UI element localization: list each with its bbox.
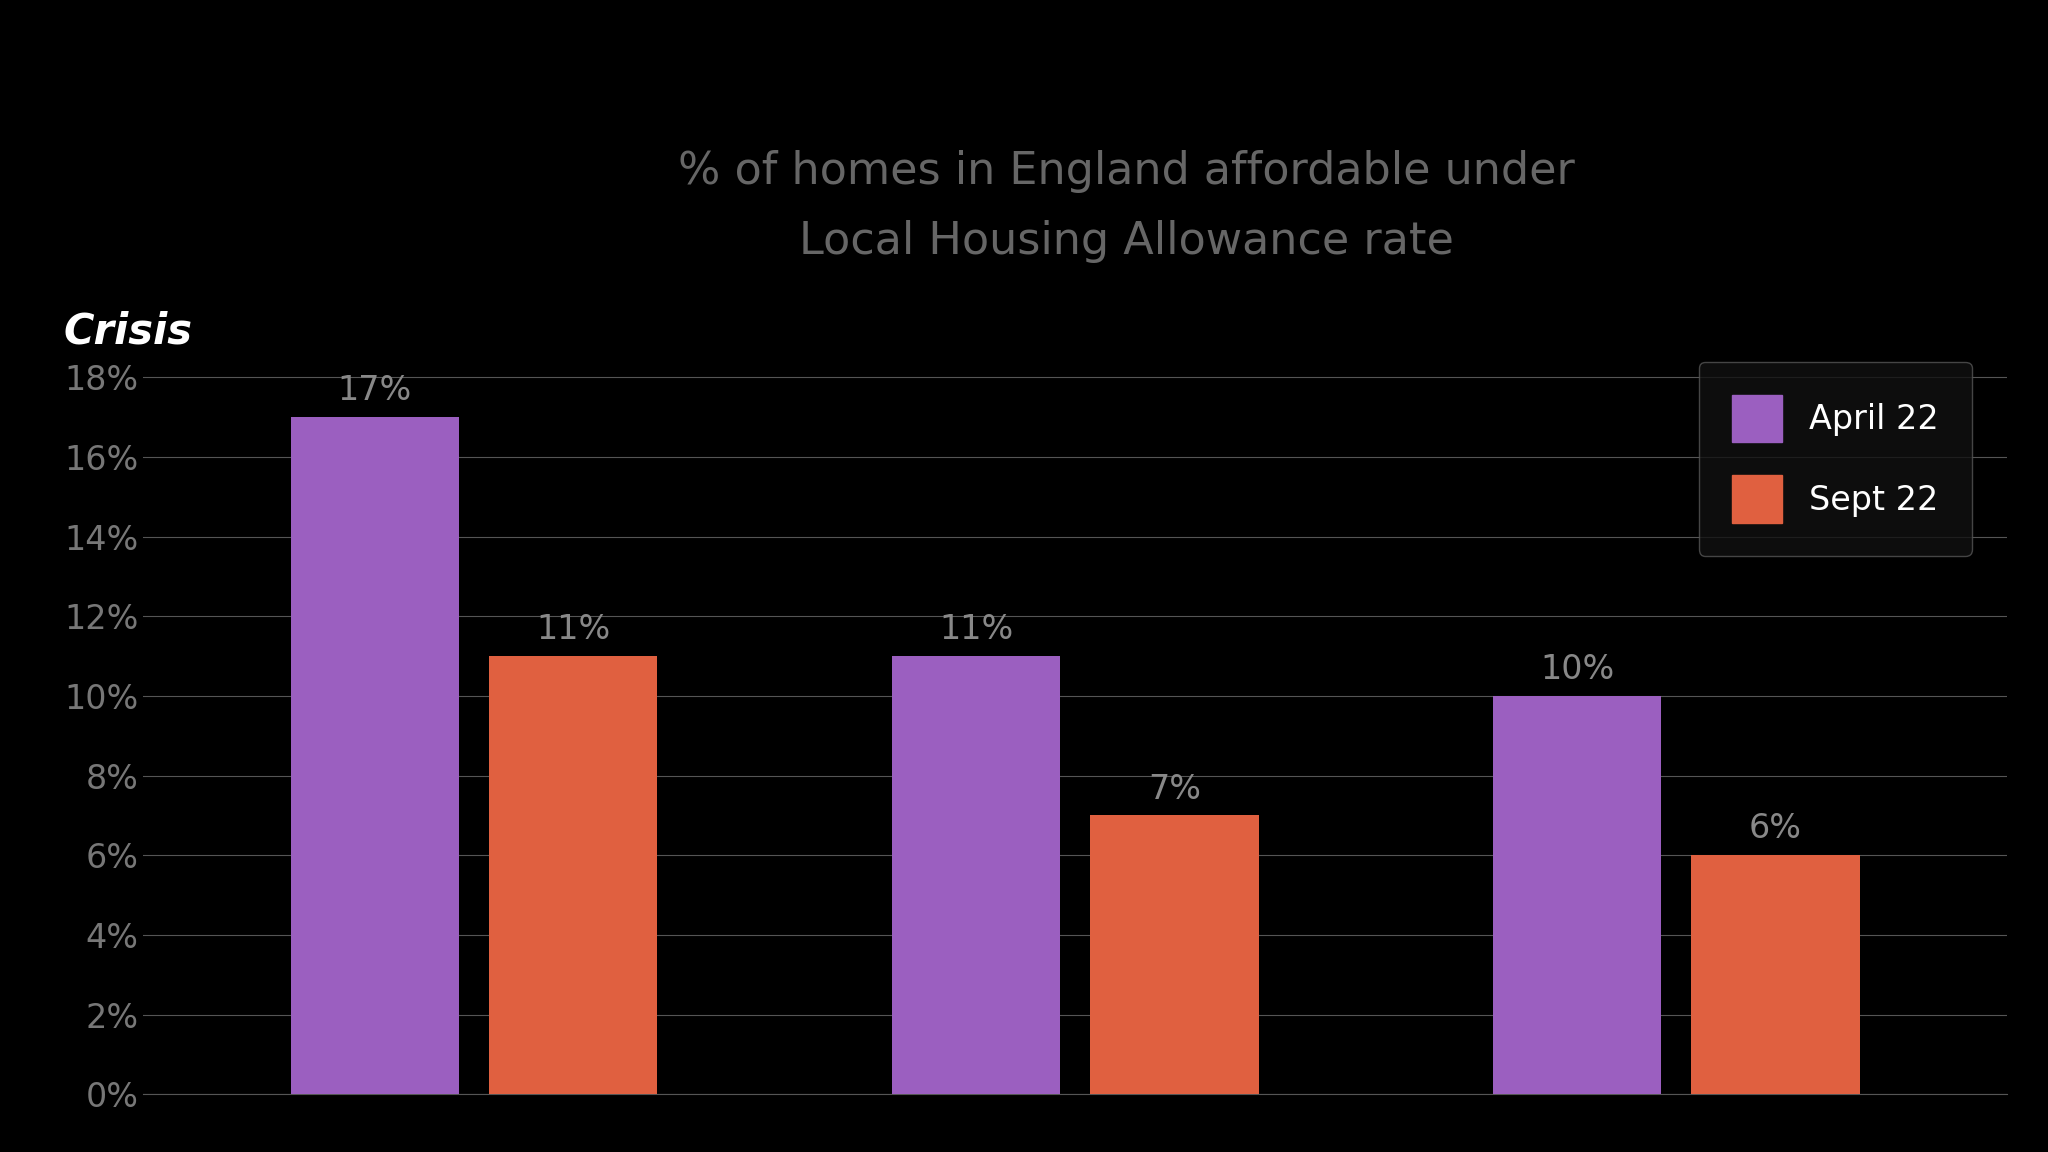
Text: 11%: 11% xyxy=(537,613,610,646)
Bar xyxy=(1493,696,1661,1094)
Legend: April 22, Sept 22: April 22, Sept 22 xyxy=(1698,362,1972,556)
Text: 7%: 7% xyxy=(1147,773,1200,805)
Text: % of homes in England affordable under
Local Housing Allowance rate: % of homes in England affordable under L… xyxy=(678,150,1575,263)
Bar xyxy=(1692,855,1860,1094)
Text: 6%: 6% xyxy=(1749,812,1802,846)
Bar xyxy=(489,657,657,1094)
Bar xyxy=(291,417,459,1094)
Bar xyxy=(1090,816,1260,1094)
Text: 17%: 17% xyxy=(338,374,412,407)
Text: 10%: 10% xyxy=(1540,653,1614,685)
Bar xyxy=(891,657,1061,1094)
Text: 11%: 11% xyxy=(938,613,1014,646)
Text: Crisis: Crisis xyxy=(63,310,193,353)
